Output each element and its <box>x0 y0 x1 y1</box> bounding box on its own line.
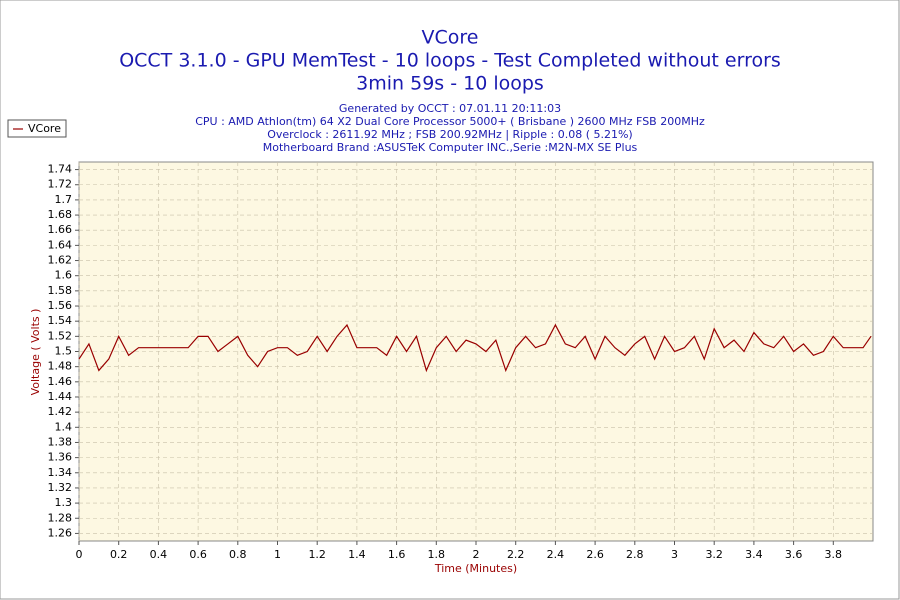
y-tick-label: 1.72 <box>48 178 73 191</box>
x-tick-label: 3.8 <box>825 548 843 561</box>
y-tick-label: 1.46 <box>48 375 73 388</box>
x-tick-label: 3.6 <box>785 548 803 561</box>
subtitle: OCCT 3.1.0 - GPU MemTest - 10 loops - Te… <box>119 50 781 72</box>
y-tick-label: 1.52 <box>48 329 73 342</box>
x-tick-label: 2 <box>473 548 480 561</box>
y-tick-label: 1.38 <box>48 435 73 448</box>
y-tick-label: 1.28 <box>48 511 73 524</box>
y-tick-label: 1.7 <box>55 193 73 206</box>
x-tick-label: 0.8 <box>229 548 247 561</box>
x-tick-label: 3.2 <box>705 548 723 561</box>
y-tick-label: 1.68 <box>48 208 73 221</box>
x-tick-label: 0.4 <box>150 548 168 561</box>
x-tick-label: 2.2 <box>507 548 525 561</box>
y-axis-label: Voltage ( Volts ) <box>29 309 42 396</box>
x-tick-label: 0.2 <box>110 548 128 561</box>
x-tick-label: 2.4 <box>547 548 565 561</box>
y-tick-label: 1.5 <box>55 345 73 358</box>
chart-title: VCore <box>422 27 479 49</box>
x-tick-label: 2.8 <box>626 548 644 561</box>
y-tick-label: 1.48 <box>48 360 73 373</box>
annotation: Motherboard Brand :ASUSTeK Computer INC.… <box>263 141 638 154</box>
y-tick-label: 1.74 <box>48 163 73 176</box>
annotation: Overclock : 2611.92 MHz ; FSB 200.92MHz … <box>267 128 632 141</box>
x-tick-label: 2.6 <box>586 548 604 561</box>
x-tick-label: 3 <box>671 548 678 561</box>
x-tick-label: 1.2 <box>308 548 326 561</box>
legend-box <box>7 119 67 138</box>
y-tick-label: 1.3 <box>55 496 73 509</box>
y-tick-label: 1.36 <box>48 451 73 464</box>
x-tick-label: 0.6 <box>189 548 207 561</box>
x-tick-label: 1 <box>274 548 281 561</box>
y-tick-label: 1.26 <box>48 526 73 539</box>
y-tick-label: 1.54 <box>48 314 73 327</box>
y-tick-label: 1.66 <box>48 223 73 236</box>
subtitle: 3min 59s - 10 loops <box>356 73 544 95</box>
line <box>78 323 872 373</box>
x-axis-label: Time (Minutes) <box>434 562 517 575</box>
y-tick-label: 1.64 <box>48 238 73 251</box>
y-tick-label: 1.6 <box>55 269 73 282</box>
y-tick-label: 1.44 <box>48 390 73 403</box>
annotation: Generated by OCCT : 07.01.11 20:11:03 <box>339 102 561 115</box>
x-tick-label: 1.6 <box>388 548 406 561</box>
x-tick-label: 1.8 <box>428 548 446 561</box>
y-tick-label: 1.4 <box>55 420 73 433</box>
y-tick-label: 1.58 <box>48 284 73 297</box>
y-tick-label: 1.42 <box>48 405 73 418</box>
x-tick-label: 3.4 <box>745 548 763 561</box>
y-tick-label: 1.56 <box>48 299 73 312</box>
y-tick-label: 1.34 <box>48 466 73 479</box>
x-tick-label: 0 <box>76 548 83 561</box>
annotation: CPU : AMD Athlon(tm) 64 X2 Dual Core Pro… <box>195 115 705 128</box>
y-tick-label: 1.32 <box>48 481 73 494</box>
y-tick-label: 1.62 <box>48 254 73 267</box>
x-tick-label: 1.4 <box>348 548 366 561</box>
legend-label: VCore <box>28 122 61 135</box>
